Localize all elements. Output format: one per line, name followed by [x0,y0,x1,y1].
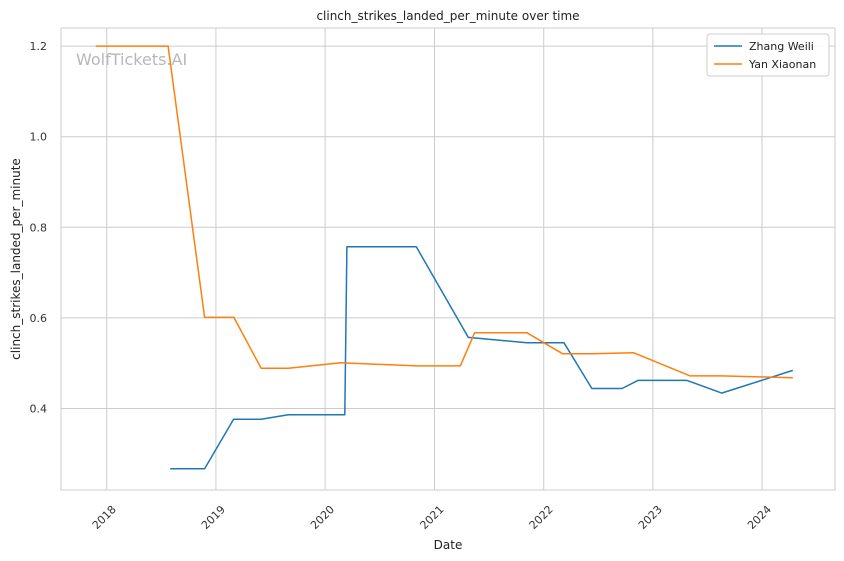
x-tick-label: 2018 [90,503,119,532]
y-axis-ticks: 0.4 0.6 0.8 1.0 1.2 [30,40,48,415]
x-tick-label: 2020 [308,503,337,532]
x-tick-label: 2019 [199,503,228,532]
legend-label: Zhang Weili [749,40,814,53]
legend: Zhang Weili Yan Xiaonan [706,33,830,77]
y-tick-label: 0.8 [30,221,48,234]
series-lines [95,45,794,470]
series-line-yan-xiaonan [95,45,793,379]
plot-frame [60,27,836,491]
x-tick-label: 2021 [418,503,447,532]
legend-label: Yan Xiaonan [748,58,816,71]
watermark: WolfTickets.AI [76,50,187,69]
y-axis-label: clinch_strikes_landed_per_minute [9,158,23,360]
x-tick-label: 2024 [745,503,774,532]
chart-title: clinch_strikes_landed_per_minute over ti… [316,9,579,23]
y-tick-label: 0.6 [30,312,48,325]
series-line-zhang-weili [170,246,794,470]
y-tick-label: 0.4 [30,402,48,415]
y-tick-label: 1.2 [30,40,48,53]
grid-lines [61,28,835,490]
y-tick-label: 1.0 [30,131,48,144]
x-axis-label: Date [434,538,463,552]
legend-box [706,33,830,77]
x-tick-label: 2022 [527,503,556,532]
x-tick-label: 2023 [636,503,665,532]
x-axis-ticks: 2018 2019 2020 2021 2022 2023 2024 [90,503,774,532]
